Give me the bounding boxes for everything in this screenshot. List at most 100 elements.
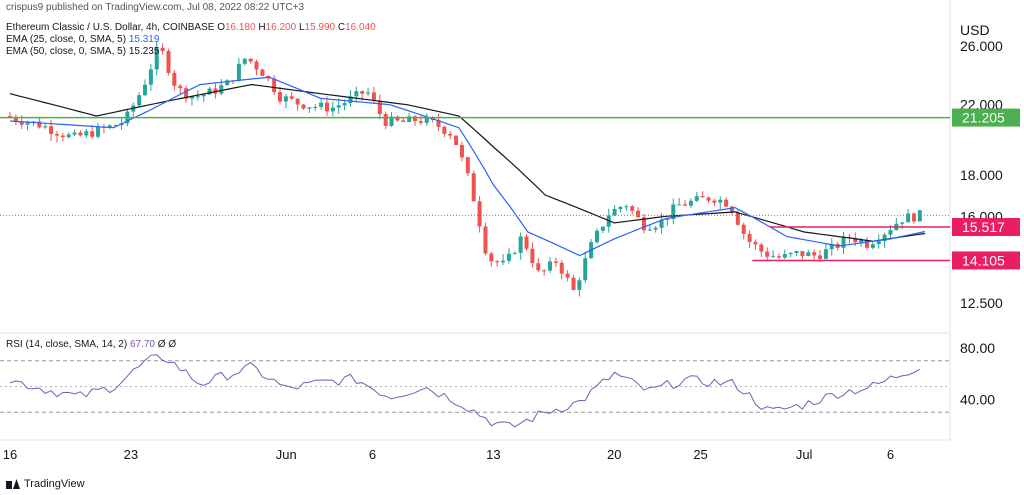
candle-body [307, 107, 312, 109]
candle-body [66, 134, 71, 138]
level-label: 14.105 [962, 252, 1005, 268]
candle-body [471, 173, 476, 202]
candle-body [501, 260, 506, 263]
candle-body [207, 88, 212, 95]
ohlc-high-label: H [258, 22, 266, 33]
time-tick-label: 23 [124, 447, 138, 462]
candle-body [84, 131, 89, 136]
candle-body [823, 249, 828, 259]
candle-body [771, 256, 776, 258]
candle-body [49, 126, 54, 135]
candle-body [741, 224, 746, 234]
candle-body [506, 253, 511, 261]
candle-body [160, 47, 165, 51]
candle-body [96, 126, 101, 137]
candle-body [54, 134, 59, 136]
ema25-value: 15.319 [128, 34, 160, 45]
candle-body [477, 201, 482, 227]
candle-body [583, 258, 588, 281]
candle-body [659, 219, 664, 228]
candle-body [630, 206, 635, 211]
symbol-legend: Ethereum Classic / U.S. Dollar, 4h, COIN… [6, 22, 376, 34]
candle-body [864, 240, 869, 248]
candle-body [600, 226, 605, 231]
candle-body [624, 206, 629, 208]
ema25-legend: EMA (25, close, 0, SMA, 5) 15.319 [6, 34, 159, 46]
candle-body [729, 206, 734, 213]
ema25-line [9, 76, 926, 257]
price-tick-label: 18.000 [960, 167, 1003, 183]
candle-body [900, 222, 905, 224]
candle-body [882, 234, 887, 242]
candle-body [178, 85, 183, 89]
candle-body [612, 209, 617, 216]
candle-body [917, 210, 922, 222]
ohlc-low-label: L [298, 22, 305, 33]
candle-body [354, 91, 359, 97]
candle-body [366, 92, 371, 94]
candle-body [806, 252, 811, 257]
candle-body [571, 277, 576, 290]
candle-body [495, 261, 500, 263]
candle-body [459, 144, 464, 158]
candle-body [330, 107, 335, 112]
candle-body [712, 200, 717, 203]
publish-info: crispus9 published on TradingView.com, J… [6, 2, 305, 13]
ohlc-high-value: 16.200 [265, 22, 297, 33]
candle-body [166, 50, 171, 73]
candle-body [407, 116, 412, 122]
candle-body [13, 117, 18, 122]
candle-body [853, 237, 858, 243]
candle-body [700, 196, 705, 198]
time-tick-label: 25 [693, 447, 707, 462]
tradingview-logo-icon [6, 479, 20, 489]
candle-body [107, 125, 112, 128]
candle-body [776, 256, 781, 258]
candle-body [911, 213, 916, 222]
candle-body [518, 236, 523, 253]
ema25-label: EMA (25, close, 0, SMA, 5) [6, 34, 127, 45]
candle-body [260, 69, 265, 76]
rsi-tick-label: 40.00 [960, 391, 995, 407]
candle-body [37, 121, 42, 128]
candle-body [442, 126, 447, 134]
candle-body [242, 58, 247, 64]
candle-body [636, 210, 641, 218]
candle-body [8, 116, 12, 118]
candle-body [753, 241, 758, 245]
candle-body [401, 120, 406, 122]
time-tick-label: 13 [486, 447, 500, 462]
candle-body [536, 263, 541, 271]
candle-body [577, 280, 582, 290]
time-tick-label: 6 [887, 447, 894, 462]
candle-body [888, 230, 893, 235]
price-tick-label: 12.500 [960, 295, 1003, 311]
ema50-value: 15.235 [128, 46, 160, 57]
candle-body [548, 261, 553, 271]
ohlc-close-label: C [337, 22, 346, 33]
candle-body [688, 200, 693, 206]
candle-body [724, 199, 729, 207]
candle-body [747, 233, 752, 242]
candle-body [25, 122, 30, 125]
ema50-legend: EMA (50, close, 0, SMA, 5) 15.235 [6, 46, 159, 58]
candle-body [418, 121, 423, 123]
candle-body [559, 262, 564, 274]
candle-body [395, 116, 400, 121]
candle-body [360, 91, 365, 94]
candle-body [236, 63, 241, 81]
candle-body [248, 58, 253, 62]
candle-body [618, 206, 623, 210]
candle-body [847, 236, 852, 238]
candle-body [788, 252, 793, 255]
candle-body [72, 132, 77, 135]
candle-body [78, 132, 83, 136]
rsi-line [9, 354, 921, 428]
symbol-name: Ethereum Classic / U.S. Dollar, 4h, COIN… [6, 22, 215, 33]
level-label: 21.205 [962, 110, 1005, 126]
candle-body [278, 92, 283, 102]
candle-body [829, 243, 834, 250]
candle-body [195, 96, 200, 98]
candle-body [319, 102, 324, 107]
